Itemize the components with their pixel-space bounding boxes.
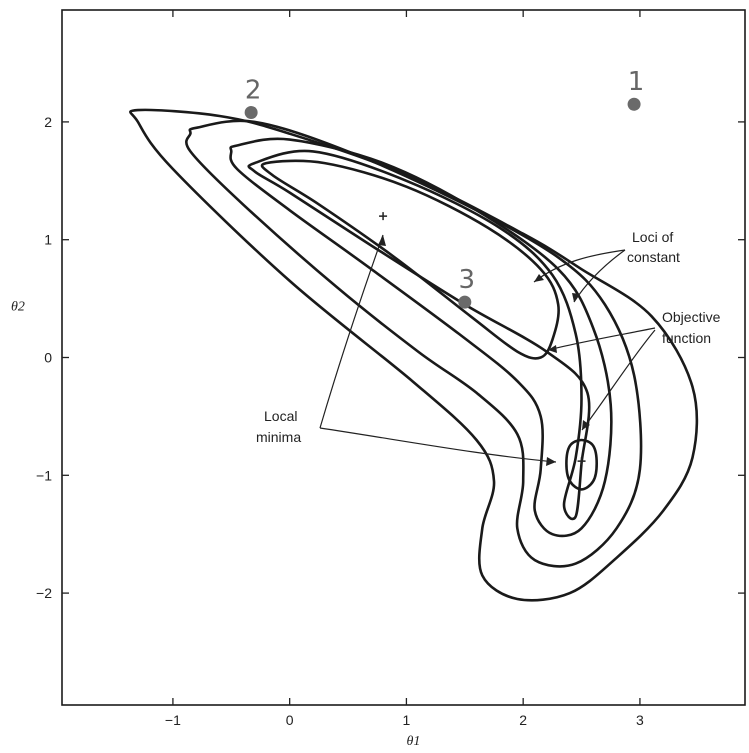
point-label-2: 2 bbox=[245, 75, 262, 105]
x-tick-label: 3 bbox=[636, 712, 644, 728]
arrow-loci-inner bbox=[533, 249, 626, 283]
contour-level-2 bbox=[185, 119, 643, 568]
contour-lines bbox=[129, 108, 699, 602]
point-3 bbox=[458, 295, 472, 309]
annotation-loci-line1: Loci of bbox=[632, 229, 673, 245]
local-minima-markers bbox=[379, 212, 586, 466]
point-2 bbox=[244, 105, 258, 119]
point-label-3: 3 bbox=[459, 265, 476, 295]
annotation-objective-line2: function bbox=[662, 330, 711, 346]
axis-ticks: −1 0 1 2 3 −2 −1 0 1 2 bbox=[36, 10, 745, 728]
marked-points: 1 2 3 bbox=[244, 67, 645, 309]
arrowhead-loci-outer bbox=[572, 293, 580, 302]
annotation-objective-line1: Objective bbox=[662, 309, 721, 325]
arrowhead-local-lower bbox=[546, 457, 556, 466]
point-label-1: 1 bbox=[628, 67, 645, 97]
annotation-arrows bbox=[319, 234, 656, 466]
annotation-loci-line2: constant bbox=[627, 249, 680, 265]
arrow-local-upper bbox=[319, 234, 384, 429]
contour-level-1 bbox=[129, 108, 699, 602]
annotation-objective: Objective function bbox=[662, 309, 721, 346]
minimum-marker-1 bbox=[379, 212, 388, 221]
annotation-local-line1: Local bbox=[264, 408, 297, 424]
y-tick-label: 0 bbox=[44, 350, 52, 366]
minimum-marker-2 bbox=[577, 457, 586, 466]
contour-level-4 bbox=[247, 149, 591, 521]
arrow-objective-min bbox=[581, 329, 656, 431]
arrowhead-loci-inner bbox=[534, 274, 544, 282]
annotation-loci: Loci of constant bbox=[627, 229, 680, 265]
x-tick-label: 2 bbox=[519, 712, 527, 728]
arrow-local-lower bbox=[319, 427, 557, 463]
x-axis-label: θ1 bbox=[407, 734, 421, 749]
x-tick-label: 0 bbox=[286, 712, 294, 728]
y-tick-label: −2 bbox=[36, 585, 52, 601]
plot-area-border bbox=[61, 9, 746, 706]
plot-frame bbox=[61, 9, 746, 706]
x-tick-label: −1 bbox=[165, 712, 181, 728]
arrow-objective-contour bbox=[547, 327, 656, 351]
contour-level-6 bbox=[565, 438, 598, 491]
y-axis-label: θ2 bbox=[11, 299, 25, 314]
point-1 bbox=[627, 97, 641, 111]
y-tick-label: 1 bbox=[44, 232, 52, 248]
annotation-local-line2: minima bbox=[256, 429, 301, 445]
y-tick-label: −1 bbox=[36, 467, 52, 483]
annotation-local-minima: Local minima bbox=[256, 408, 301, 445]
arrowhead-objective-contour bbox=[548, 345, 557, 353]
contour-level-3 bbox=[229, 137, 613, 538]
x-tick-label: 1 bbox=[403, 712, 411, 728]
arrowhead-objective-min bbox=[582, 420, 590, 430]
arrowhead-local-upper bbox=[378, 235, 386, 246]
y-tick-label: 2 bbox=[44, 114, 52, 130]
